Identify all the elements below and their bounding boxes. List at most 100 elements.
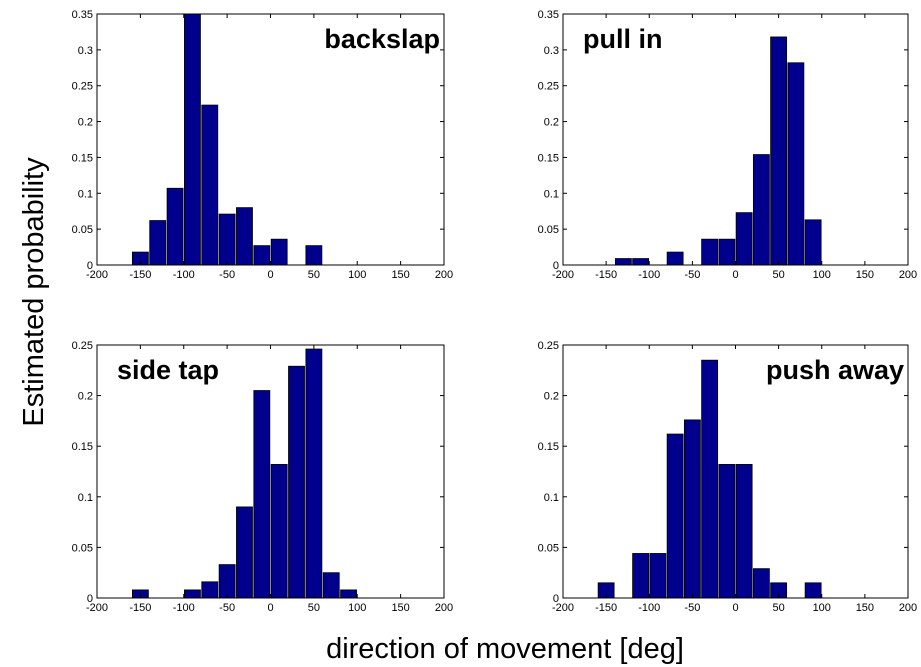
x-tick-label: 50 (773, 602, 785, 614)
x-tick-label: 0 (732, 269, 738, 281)
y-tick-label: 0.1 (544, 188, 559, 200)
y-tick-label: 0 (553, 593, 559, 605)
x-tick-label: 150 (391, 602, 409, 614)
x-tick-label: -50 (219, 269, 235, 281)
x-tick-label: -100 (638, 602, 660, 614)
panel-title: side tap (117, 355, 219, 385)
bar (718, 464, 736, 599)
y-tick-label: 0.05 (72, 224, 93, 236)
y-tick-label: 0.1 (78, 188, 93, 200)
y-tick-label: 0.35 (72, 9, 93, 21)
y-tick-label: 0.15 (538, 152, 559, 164)
chart-panel-4: -200 -150 -100 -50 0 50 100 150 200 0 0.05 0.1 0.15 0… (538, 340, 918, 614)
bar (735, 212, 753, 266)
x-tick-label: -200 (86, 602, 108, 614)
x-tick-label: 200 (899, 602, 917, 614)
bar (305, 348, 323, 599)
x-tick-label: -200 (552, 602, 574, 614)
bar (701, 238, 719, 266)
chart-panel-2: -200 -150 -100 -50 0 50 100 150 200 0 0.05 0.1 0.15 0… (538, 9, 918, 281)
y-tick-label: 0.25 (72, 81, 93, 93)
y-tick-label: 0.2 (544, 391, 559, 403)
bar (787, 62, 805, 266)
bar (253, 390, 271, 599)
y-tick-label: 0.25 (72, 340, 93, 352)
bar (804, 219, 822, 266)
y-tick-label: 0.2 (78, 391, 93, 403)
bar (236, 207, 253, 266)
x-tick-label: 100 (813, 602, 831, 614)
x-tick-label: -150 (595, 269, 617, 281)
bar (270, 464, 288, 599)
y-tick-label: 0.2 (544, 117, 559, 129)
bar (804, 582, 822, 599)
y-tick-label: 0 (87, 260, 93, 272)
y-tick-label: 0.3 (78, 45, 93, 57)
x-tick-label: -100 (638, 269, 660, 281)
x-tick-label: 50 (308, 269, 320, 281)
x-tick-label: -200 (86, 269, 108, 281)
bar (614, 258, 632, 266)
bar (288, 365, 305, 599)
bar (683, 419, 701, 599)
bar (253, 245, 271, 266)
chart-panel-3: -200 -150 -100 -50 0 50 100 150 200 0 0.05 0.1 0.15 0… (72, 340, 454, 614)
y-tick-label: 0.05 (538, 224, 559, 236)
bar (735, 464, 753, 599)
bar (752, 154, 770, 266)
bar (201, 104, 219, 266)
x-tick-label: 150 (856, 602, 874, 614)
y-tick-label: 0.1 (544, 492, 559, 504)
bar (236, 506, 253, 599)
y-tick-label: 0.25 (538, 340, 559, 352)
bar (184, 589, 201, 599)
y-tick-label: 0.25 (538, 81, 559, 93)
x-tick-label: 150 (856, 269, 874, 281)
x-tick-label: 200 (899, 269, 917, 281)
x-tick-label: -50 (684, 269, 700, 281)
x-tick-label: -50 (219, 602, 235, 614)
y-tick-label: 0.35 (538, 9, 559, 21)
bar (340, 589, 357, 599)
panel-title: pull in (583, 24, 662, 54)
bar (184, 13, 201, 266)
x-tick-label: 0 (267, 602, 273, 614)
y-tick-label: 0.15 (72, 152, 93, 164)
y-tick-label: 0 (553, 260, 559, 272)
panel-title: push away (766, 355, 904, 385)
bar (666, 251, 684, 266)
y-tick-label: 0.05 (72, 542, 93, 554)
bar (770, 36, 788, 266)
bar (632, 258, 650, 266)
bar (632, 553, 650, 599)
x-tick-label: 100 (348, 269, 366, 281)
x-tick-label: -100 (173, 602, 195, 614)
x-tick-label: 0 (267, 269, 273, 281)
y-tick-label: 0 (87, 593, 93, 605)
bar (201, 581, 219, 599)
panel-title: backslap (324, 24, 440, 54)
bar (666, 433, 684, 599)
y-tick-label: 0.3 (544, 45, 559, 57)
x-tick-label: -200 (552, 269, 574, 281)
bar (166, 187, 184, 266)
x-tick-label: -150 (129, 269, 151, 281)
x-tick-label: -50 (684, 602, 700, 614)
x-tick-label: 100 (348, 602, 366, 614)
bar (718, 238, 736, 266)
x-tick-label: 50 (773, 269, 785, 281)
y-tick-label: 0.1 (78, 492, 93, 504)
y-tick-label: 0.15 (72, 441, 93, 453)
bar (752, 568, 770, 599)
x-tick-label: 200 (435, 269, 453, 281)
panels: -200 -150 -100 -50 0 50 100 150 20000.050.10.150… (72, 9, 918, 614)
bar (701, 359, 719, 599)
x-tick-label: -150 (129, 602, 151, 614)
y-tick-label: 0.2 (78, 117, 93, 129)
x-axis-title: direction of movement [deg] (326, 633, 684, 665)
bar (270, 238, 288, 266)
x-tick-label: 0 (732, 602, 738, 614)
bar (218, 564, 236, 599)
y-tick-label: 0.05 (538, 542, 559, 554)
